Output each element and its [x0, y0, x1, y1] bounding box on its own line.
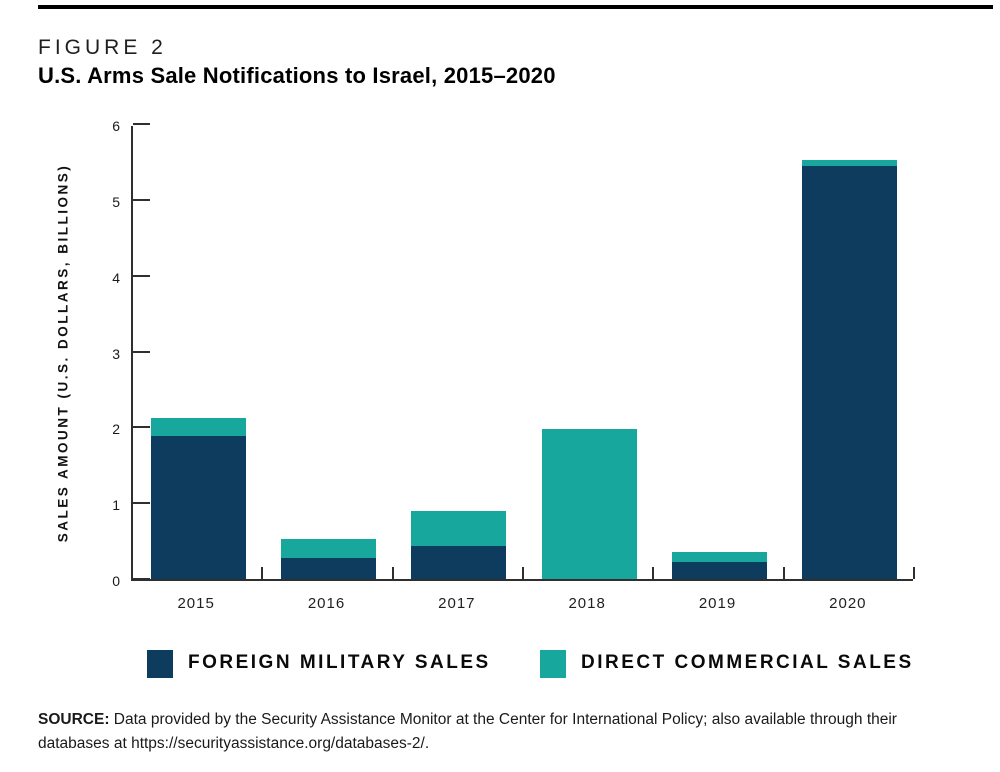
y-axis-tick-label: 2 [112, 421, 120, 438]
bar-segment-2015-fms [150, 435, 246, 579]
x-axis-category-label: 2015 [177, 595, 215, 612]
bar-segment-2019-dcs [672, 552, 767, 562]
x-axis-tick [522, 567, 524, 579]
bar-segment-2020-fms [802, 166, 898, 579]
y-axis-tick-label: 5 [112, 193, 120, 210]
source-label: SOURCE: [38, 711, 110, 728]
chart-legend: FOREIGN MILITARY SALES DIRECT COMMERCIAL… [0, 650, 1000, 682]
y-axis-label: SALES AMOUNT (U.S. DOLLARS, BILLIONS) [55, 163, 71, 543]
x-axis-category-label: 2020 [829, 595, 867, 612]
x-axis-tick [261, 567, 264, 579]
y-axis-tick [133, 578, 150, 580]
source-text: Data provided by the Security Assistance… [38, 711, 897, 752]
legend-swatch-foreign-military-sales [147, 650, 173, 678]
x-axis-category-label: 2016 [307, 595, 346, 612]
bar-segment-2015-dcs [150, 417, 246, 436]
plot-area [131, 123, 915, 581]
bar-segment-2016-dcs [281, 538, 376, 558]
legend-label-direct-commercial-sales: DIRECT COMMERCIAL SALES [581, 652, 914, 673]
legend-swatch-direct-commercial-sales [540, 650, 566, 678]
x-axis-tick [391, 567, 394, 579]
y-axis-tick-label: 6 [112, 118, 120, 134]
y-axis-tick [133, 350, 150, 353]
x-axis-tick [782, 567, 785, 579]
x-axis-category-label: 2018 [568, 595, 606, 612]
y-axis-tick [133, 274, 150, 277]
y-axis-tick [133, 426, 150, 429]
bar-segment-2019-fms [672, 561, 767, 579]
y-axis-tick-label: 4 [112, 269, 120, 286]
y-axis-tick-label: 3 [112, 345, 120, 362]
bar-segment-2017-fms [411, 545, 507, 579]
bar-segment-2017-dcs [411, 510, 507, 546]
x-axis-category-label: 2017 [438, 595, 476, 612]
bar-segment-2018-dcs [541, 428, 637, 579]
figure-number-label: FIGURE 2 [38, 36, 167, 59]
y-axis-tick [133, 502, 150, 505]
source-note: SOURCE: Data provided by the Security As… [38, 708, 963, 756]
x-axis-tick [913, 567, 915, 579]
y-axis-tick [133, 198, 150, 201]
y-axis-tick-label: 0 [112, 573, 120, 589]
bar-segment-2016-fms [281, 557, 376, 579]
figure-title: U.S. Arms Sale Notifications to Israel, … [38, 63, 556, 88]
legend-label-foreign-military-sales: FOREIGN MILITARY SALES [188, 652, 491, 673]
x-axis-category-label: 2019 [698, 595, 737, 612]
x-axis-tick [652, 567, 655, 579]
top-rule-divider [38, 5, 993, 9]
y-axis-tick-label: 1 [112, 497, 120, 514]
y-axis-tick [133, 123, 150, 125]
bar-segment-2020-dcs [802, 159, 898, 167]
